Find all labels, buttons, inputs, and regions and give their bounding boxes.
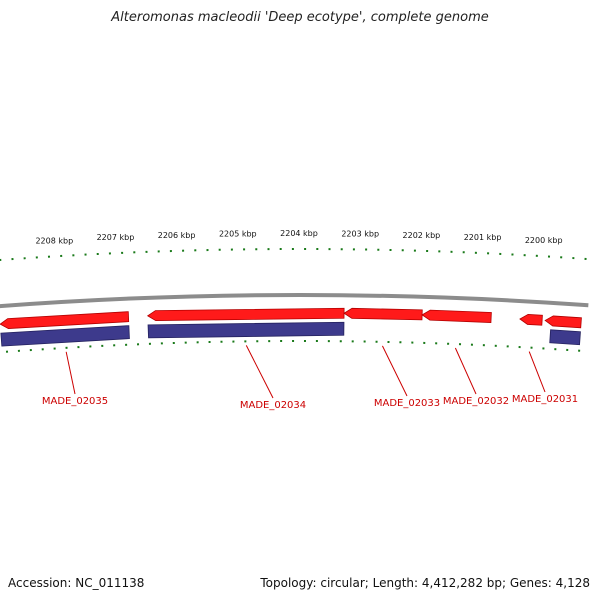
tick-label: 2203 kbp <box>341 229 379 238</box>
forward-gene-arrow <box>0 311 130 329</box>
accession-text: Accession: NC_011138 <box>8 576 145 590</box>
reverse-gene-band <box>549 329 581 346</box>
reverse-gene-band <box>0 325 130 347</box>
genome-title: Alteromonas macleodii 'Deep ecotype', co… <box>111 10 489 25</box>
forward-gene-arrow <box>421 309 492 323</box>
forward-gene-arrow <box>519 314 543 326</box>
gene-label-leader <box>454 347 477 395</box>
gene-label: MADE_02034 <box>240 400 306 411</box>
inner-tick-ring <box>5 340 581 353</box>
forward-gene-arrow <box>544 315 582 329</box>
gene-label-leader <box>528 351 546 393</box>
tick-label: 2207 kbp <box>97 233 135 242</box>
tick-label: 2201 kbp <box>464 233 502 242</box>
tick-label: 2200 kbp <box>525 236 563 245</box>
gene-label-leader <box>65 351 76 395</box>
forward-genes <box>0 307 582 329</box>
genome-summary-text: Topology: circular; Length: 4,412,282 bp… <box>260 576 590 590</box>
tick-label: 2206 kbp <box>158 231 196 240</box>
gene-label-leader <box>381 345 408 397</box>
tick-label: 2205 kbp <box>219 229 257 238</box>
tick-labels: 2208 kbp 2207 kbp 2206 kbp 2205 kbp 2204 kbp… <box>35 229 562 245</box>
gene-label: MADE_02032 <box>443 396 509 407</box>
reverse-genes <box>0 321 581 347</box>
reverse-gene-band <box>147 321 345 339</box>
gene-labels: MADE_02035 MADE_02034 MADE_02033 MADE_02032… <box>42 345 578 411</box>
gene-label-leader <box>245 345 274 399</box>
tick-label: 2202 kbp <box>403 231 441 240</box>
tick-label: 2204 kbp <box>280 229 318 238</box>
outer-tick-ring <box>0 248 587 261</box>
gene-label: MADE_02031 <box>512 394 578 405</box>
gene-label: MADE_02033 <box>374 398 440 409</box>
gene-label: MADE_02035 <box>42 396 108 407</box>
forward-gene-arrow <box>146 307 345 321</box>
forward-gene-arrow <box>343 307 423 321</box>
genome-backbone <box>0 293 589 309</box>
tick-label: 2208 kbp <box>35 236 73 245</box>
